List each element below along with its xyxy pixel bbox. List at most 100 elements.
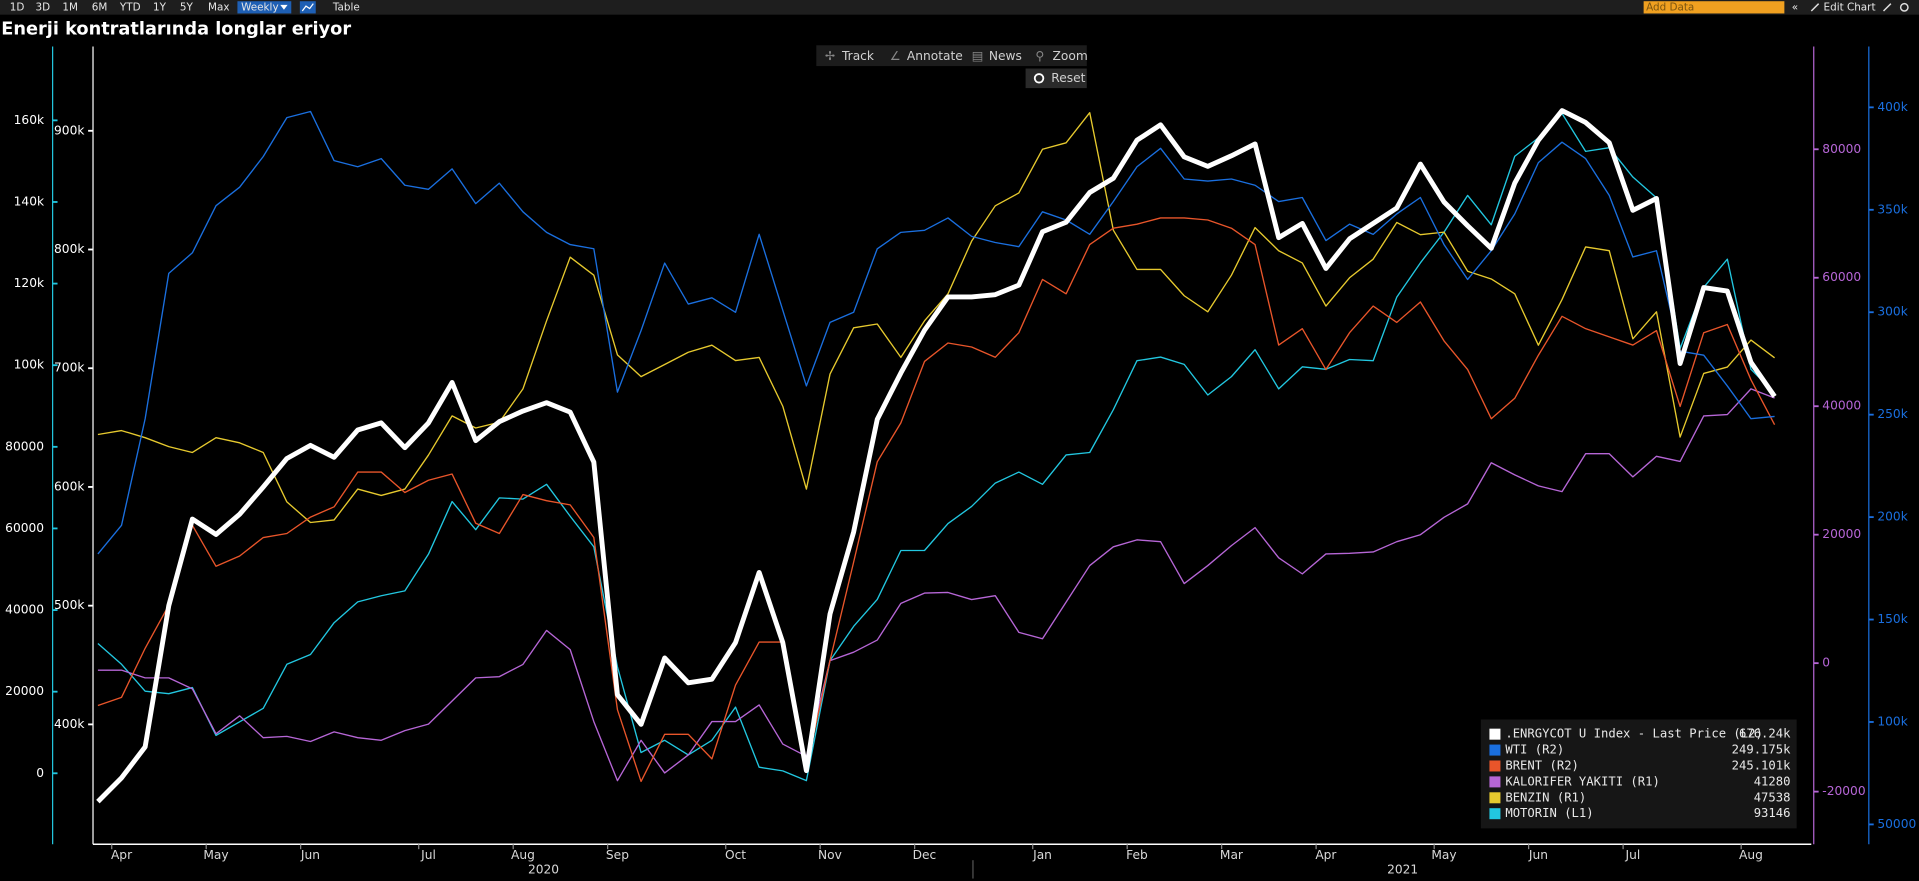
x-tick-label: May: [203, 848, 228, 862]
chart-tools: [816, 45, 1087, 67]
chart-title: Enerji kontratlarında longlar eriyor: [1, 19, 351, 39]
series-line: [97, 112, 1776, 782]
legend-label: MOTORIN (L1): [1505, 806, 1593, 820]
x-tick-label: Mar: [1220, 848, 1244, 862]
legend-swatch: [1489, 744, 1501, 756]
range-button[interactable]: Max: [208, 1, 229, 13]
legend-value: 249.175k: [1732, 743, 1792, 757]
range-button[interactable]: 5Y: [180, 1, 194, 13]
y-tick-label: 500k: [54, 598, 85, 612]
tool-button[interactable]: Zoom: [1053, 49, 1088, 63]
y-tick-label: 50000: [1877, 817, 1916, 831]
tool-icon: ✢: [825, 49, 835, 63]
range-button[interactable]: 6M: [92, 1, 108, 13]
y-tick-label: 150k: [1877, 612, 1908, 626]
reset-button[interactable]: [1025, 68, 1087, 89]
range-button[interactable]: YTD: [119, 1, 141, 13]
legend-value: 676.24k: [1739, 727, 1791, 741]
frequency-label[interactable]: Weekly: [241, 1, 279, 13]
y-tick-label: 80000: [1822, 142, 1861, 156]
x-tick-label: Aug: [1739, 848, 1763, 862]
y-tick-label: 250k: [1877, 407, 1908, 421]
y-tick-label: 0: [1822, 656, 1830, 670]
legend-value: 93146: [1754, 806, 1791, 820]
y-tick-label: 700k: [54, 361, 85, 375]
y-tick-label: 0: [36, 766, 44, 780]
x-tick-label: Sep: [606, 848, 629, 862]
x-tick-label: Dec: [913, 848, 937, 862]
x-tick-label: Feb: [1126, 848, 1148, 862]
settings-icon[interactable]: [1899, 2, 1909, 12]
legend-label: KALORIFER YAKITI (R1): [1505, 774, 1659, 788]
legend-label: BRENT (R2): [1505, 758, 1579, 772]
legend-label: BENZIN (R1): [1505, 790, 1586, 804]
x-tick-label: Jun: [300, 848, 320, 862]
dropdown-arrow: [280, 4, 288, 10]
y-tick-label: 100k: [14, 358, 45, 372]
x-tick-label: Oct: [725, 848, 746, 862]
collapse-icon[interactable]: «: [1792, 1, 1798, 13]
reset-label[interactable]: Reset: [1051, 71, 1085, 85]
series-line: [97, 112, 1775, 524]
y-tick-label: 200k: [1877, 510, 1908, 524]
tool-button[interactable]: News: [989, 49, 1022, 63]
y-tick-label: 400k: [54, 717, 85, 731]
reset-icon: [1033, 73, 1045, 84]
y-tick-label: 20000: [5, 684, 44, 698]
legend-swatch: [1489, 808, 1501, 820]
x-tick-label: Apr: [1315, 848, 1337, 862]
y-tick-label: 600k: [54, 479, 85, 493]
table-button[interactable]: Table: [332, 1, 360, 13]
legend-label: WTI (R2): [1505, 743, 1564, 757]
series-line: [97, 388, 1775, 782]
tool-icon: ⚲: [1035, 49, 1044, 63]
x-tick-label: Aug: [511, 848, 535, 862]
tool-icon: ∠: [890, 49, 901, 63]
year-label: 2021: [1387, 862, 1418, 876]
y-tick-label: -20000: [1822, 784, 1865, 798]
legend-swatch: [1489, 776, 1501, 788]
y-tick-label: 60000: [1822, 270, 1861, 284]
x-tick-label: Apr: [111, 848, 133, 862]
edit-icon-2[interactable]: [1882, 3, 1892, 12]
y-tick-label: 40000: [1822, 399, 1861, 413]
y-tick-label: 120k: [14, 276, 45, 290]
legend-value: 47538: [1754, 790, 1791, 804]
chart-icon: [301, 3, 314, 12]
y-tick-label: 60000: [5, 521, 44, 535]
legend: [1480, 719, 1797, 829]
y-tick-label: 20000: [1822, 527, 1861, 541]
range-button[interactable]: 1Y: [153, 1, 167, 13]
range-button[interactable]: 3D: [35, 1, 50, 13]
y-tick-label: 140k: [14, 194, 45, 208]
add-data-placeholder[interactable]: Add Data: [1646, 1, 1694, 13]
legend-value: 245.101k: [1732, 758, 1792, 772]
range-button[interactable]: 1M: [62, 1, 78, 13]
y-tick-label: 350k: [1877, 202, 1908, 216]
range-button[interactable]: 1D: [10, 1, 25, 13]
edit-chart-button[interactable]: Edit Chart: [1824, 1, 1876, 13]
tool-button[interactable]: Annotate: [907, 49, 963, 63]
tool-button[interactable]: Track: [841, 49, 875, 63]
y-tick-label: 100k: [1877, 714, 1908, 728]
frequency-button[interactable]: [237, 1, 292, 14]
legend-swatch: [1489, 728, 1501, 740]
edit-icon: [1810, 3, 1820, 12]
y-tick-label: 400k: [1877, 100, 1908, 114]
x-tick-label: May: [1431, 848, 1456, 862]
y-tick-label: 800k: [54, 242, 85, 256]
tool-icon: ▤: [972, 49, 984, 63]
series-line: [96, 108, 1777, 804]
y-tick-label: 900k: [54, 123, 85, 137]
y-tick-label: 80000: [5, 439, 44, 453]
year-label: 2020: [528, 862, 559, 876]
legend-label: .ENRGYCOT U Index - Last Price (L2): [1505, 727, 1763, 741]
x-tick-label: Jun: [1528, 848, 1548, 862]
x-tick-label: Jan: [1032, 848, 1052, 862]
y-tick-label: 160k: [14, 113, 45, 127]
legend-value: 41280: [1754, 774, 1791, 788]
add-data-input[interactable]: [1643, 1, 1785, 14]
toolbar: [0, 0, 1919, 15]
legend-swatch: [1489, 792, 1501, 804]
